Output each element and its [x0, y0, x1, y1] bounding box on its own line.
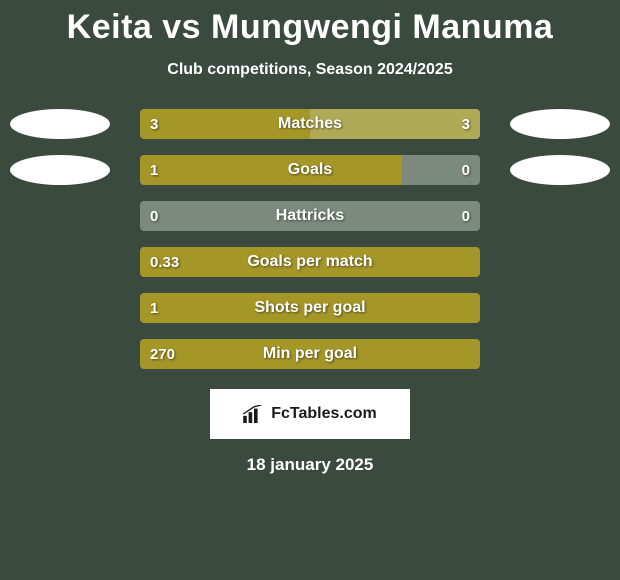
metric-row: 1Shots per goal — [0, 293, 620, 323]
metric-label: Goals — [140, 155, 480, 185]
chart-icon — [243, 405, 265, 423]
metric-bar: 1Shots per goal — [140, 293, 480, 323]
metric-bar: 10Goals — [140, 155, 480, 185]
metric-row: 270Min per goal — [0, 339, 620, 369]
logo-text: FcTables.com — [271, 405, 377, 423]
metric-bar: 33Matches — [140, 109, 480, 139]
metric-label: Matches — [140, 109, 480, 139]
metrics-container: 33Matches 10Goals 00Hattricks 0.33Goals per… — [0, 109, 620, 369]
metric-bar: 00Hattricks — [140, 201, 480, 231]
player-right-oval — [510, 109, 610, 139]
metric-label: Goals per match — [140, 247, 480, 277]
metric-row: 33Matches — [0, 109, 620, 139]
metric-bar: 0.33Goals per match — [140, 247, 480, 277]
player-left-oval — [10, 155, 110, 185]
metric-bar: 270Min per goal — [140, 339, 480, 369]
page-subtitle: Club competitions, Season 2024/2025 — [0, 61, 620, 79]
metric-label: Hattricks — [140, 201, 480, 231]
metric-label: Shots per goal — [140, 293, 480, 323]
fctables-logo[interactable]: FcTables.com — [210, 389, 410, 439]
metric-label: Min per goal — [140, 339, 480, 369]
player-left-oval — [10, 109, 110, 139]
date-label: 18 january 2025 — [0, 455, 620, 475]
player-right-oval — [510, 155, 610, 185]
metric-row: 00Hattricks — [0, 201, 620, 231]
metric-row: 10Goals — [0, 155, 620, 185]
metric-row: 0.33Goals per match — [0, 247, 620, 277]
page-title: Keita vs Mungwengi Manuma — [0, 0, 620, 47]
